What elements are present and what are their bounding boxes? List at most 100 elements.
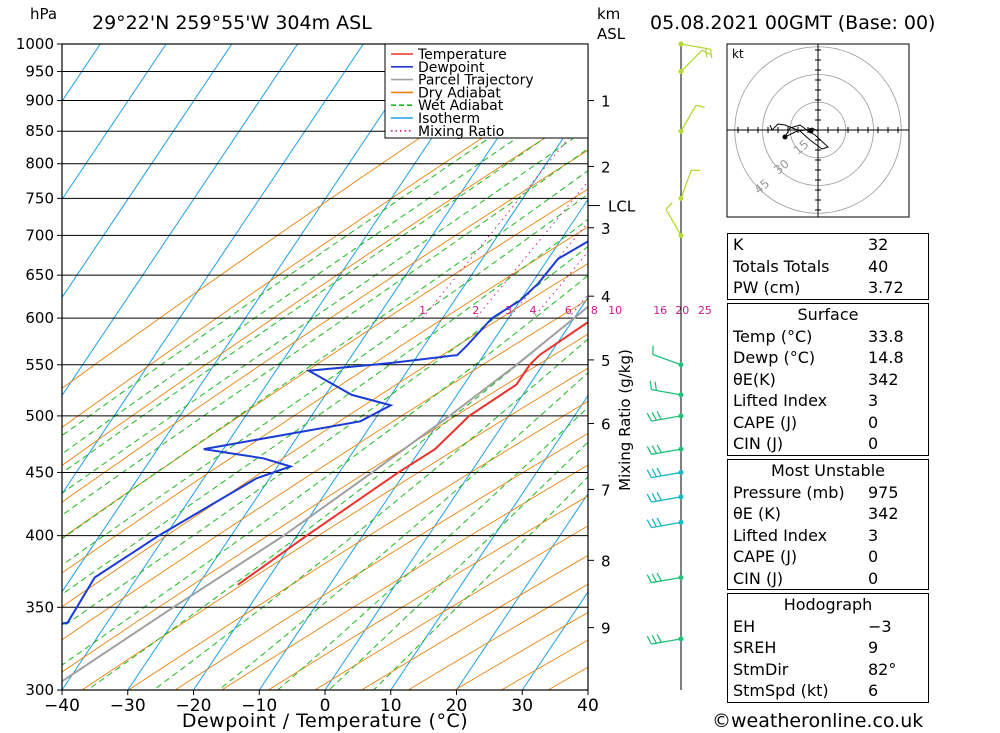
pressure-tick-label: 950 [25, 63, 54, 81]
pressure-tick-label: 1000 [16, 35, 54, 53]
location-label: 29°22'N 259°55'W 304m ASL [92, 12, 372, 34]
dry-adiabat-line [81, 367, 588, 690]
wind-barb-flag [651, 634, 657, 644]
x-tick-label: −10 [241, 696, 277, 716]
legend-entry: Wet Adiabat [418, 98, 504, 114]
isotherm-line [390, 394, 588, 690]
mixing-ratio-value-label: 1 [419, 304, 426, 317]
wind-barb-flag [651, 518, 657, 528]
row-value: 3 [868, 525, 879, 545]
wind-barb-shaft [680, 169, 692, 199]
height-tick-label: 6 [601, 415, 611, 433]
pressure-tick-label: 900 [25, 92, 54, 110]
row-value: 14.8 [868, 348, 904, 367]
height-tick-label: 8 [601, 552, 611, 570]
legend-entry: Isotherm [418, 111, 480, 127]
row-label: Temp (°C) [733, 326, 813, 346]
isotherm-line [62, 44, 430, 593]
row-value: 342 [868, 504, 899, 523]
mixing-ratio-value-label: 20 [675, 304, 689, 317]
wind-barb-flag [646, 574, 653, 583]
isotherm-line [258, 198, 588, 690]
table-title: Surface [797, 305, 859, 324]
x-tick-label: −30 [110, 696, 146, 716]
dry-adiabat-line [62, 298, 588, 641]
wind-barb-flag [709, 49, 713, 59]
x-tick-label: 0 [320, 696, 331, 716]
wet-adiabat-line [87, 305, 588, 690]
wind-barb-flag [701, 49, 711, 55]
mixing-ratio-value-label: 3 [505, 304, 512, 317]
hodograph-point [782, 134, 788, 140]
row-value: 0 [868, 547, 879, 566]
wind-barb-flag [646, 412, 653, 422]
wet-adiabat-line [62, 274, 588, 666]
row-label: CIN (J) [733, 568, 784, 588]
isotherm-line [324, 296, 588, 690]
legend-entry: Dewpoint [418, 60, 485, 76]
wind-barb-flag [665, 202, 673, 210]
table-row: θE (K) 342 [728, 503, 928, 525]
pressure-tick-label: 300 [25, 681, 54, 699]
table-row: SREH 9 [728, 637, 928, 659]
wet-adiabat-line [62, 88, 588, 455]
height-tick-label: 7 [601, 481, 611, 499]
wind-barb-flag [646, 469, 653, 478]
row-value: 32 [868, 235, 889, 254]
asl-label: ASL [597, 25, 626, 43]
row-value: 0 [868, 568, 879, 588]
series-dewpoint [62, 240, 588, 625]
hodograph-table: Hodograph EH −3 SREH 9 StmDir 82° StmSpd (kt) 6 [727, 593, 929, 703]
mixing-ratio-value-label: 2 [472, 304, 479, 317]
pressure-tick-label: 500 [25, 407, 54, 425]
pressure-tick-label: 650 [25, 266, 54, 284]
table-row: CIN (J) 0 [728, 433, 928, 455]
datetime-label: 05.08.2021 00GMT (Base: 00) [650, 12, 936, 34]
row-label: Dewp (°C) [733, 348, 816, 367]
isotherm-line [62, 44, 167, 201]
row-value: 0 [868, 412, 879, 432]
table-row: Pressure (mb) 975 [728, 482, 928, 504]
row-value: 3 [868, 391, 879, 410]
row-label: K [733, 235, 744, 254]
wind-barb-flag [646, 519, 653, 528]
hodograph-unit-label: kt [732, 47, 744, 61]
x-tick-label: 40 [577, 696, 599, 716]
wet-adiabat-line [277, 406, 588, 690]
pressure-tick-label: 750 [25, 189, 54, 207]
series-parcel-trajectory [62, 305, 588, 683]
wind-barb-flag [695, 104, 705, 108]
mixing-ratio-value-label: 25 [698, 304, 712, 317]
table-row: Lifted Index 3 [728, 525, 928, 547]
table-row: CAPE (J) 0 [728, 546, 928, 568]
row-label: Totals Totals [733, 256, 830, 276]
x-tick-label: 10 [380, 696, 402, 716]
wind-barb-shaft [651, 521, 682, 529]
dry-adiabat-line [62, 44, 561, 389]
dry-adiabat-line [62, 149, 588, 503]
mixing-ratio-value-label: 8 [591, 304, 598, 317]
row-value: 0 [868, 434, 879, 453]
dry-adiabat-line [62, 333, 588, 673]
row-label: PW (cm) [733, 278, 801, 297]
table-row: Totals Totals 40 [728, 256, 928, 278]
wind-barb-flag [646, 635, 653, 645]
indices-table: K 32 Totals Totals 40 PW (cm) 3.72 [727, 233, 929, 300]
most-unstable-table: Most Unstable Pressure (mb) 975 θE (K) 342 Li… [727, 459, 929, 590]
x-tick-label: −40 [44, 696, 80, 716]
wind-barb-flag [649, 380, 653, 390]
row-value: 342 [868, 369, 899, 389]
x-axis-label: Dewpoint / Temperature (°C) [182, 710, 468, 732]
table-row: Lifted Index 3 [728, 390, 928, 412]
dry-adiabat-line [268, 495, 588, 690]
row-value: 9 [868, 638, 879, 657]
height-tick-label: 2 [601, 158, 611, 176]
wet-adiabat-line [153, 338, 588, 690]
row-label: StmDir [733, 659, 789, 679]
legend-entry: Dry Adiabat [418, 85, 501, 101]
wind-barb-flag [654, 381, 658, 391]
mixing-ratio-value-label: 10 [608, 304, 622, 317]
hpa-label: hPa [30, 5, 58, 23]
wet-adiabat-line [62, 193, 588, 566]
mixing-ratio-axis-label: Mixing Ratio (g/kg) [616, 349, 634, 491]
